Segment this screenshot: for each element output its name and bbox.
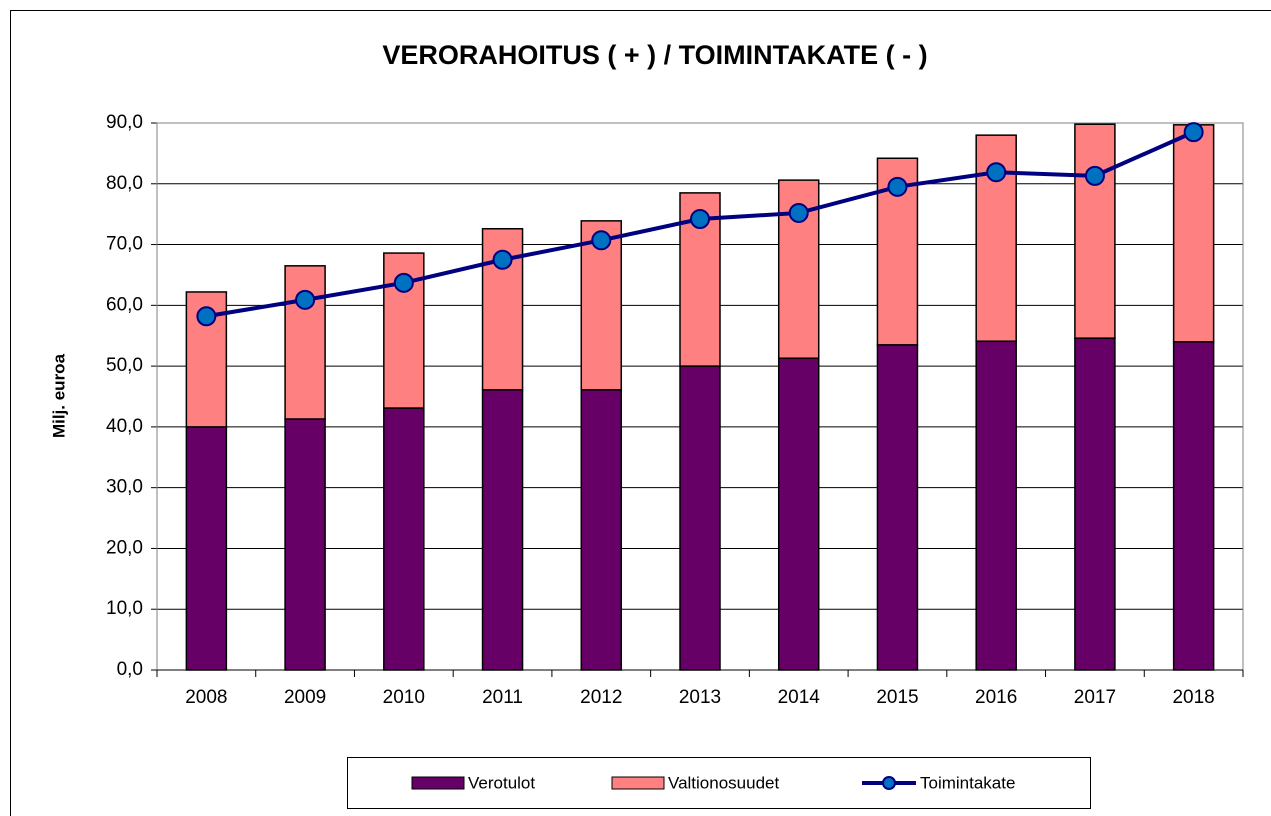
y-tick-label: 50,0 — [106, 355, 143, 376]
bar — [975, 340, 1017, 671]
y-tick-label: 70,0 — [106, 234, 143, 255]
bar — [1074, 337, 1116, 671]
bar — [679, 365, 721, 671]
line-marker — [196, 306, 217, 327]
x-tick-label: 2012 — [580, 687, 622, 708]
bar — [185, 426, 228, 671]
x-tick-label: 2013 — [679, 687, 721, 708]
legend-label: Verotulot — [468, 773, 535, 792]
y-tick-label: 80,0 — [106, 173, 143, 194]
legend-swatch — [411, 776, 465, 790]
line-marker — [690, 209, 710, 230]
x-tick-label: 2016 — [975, 687, 1017, 708]
y-tick-label: 0,0 — [117, 659, 143, 680]
y-tick-label: 60,0 — [106, 294, 143, 315]
line-marker — [1084, 165, 1105, 186]
x-tick-label: 2014 — [778, 687, 821, 708]
line-marker — [393, 272, 414, 293]
line-marker — [591, 230, 612, 251]
x-tick-label: 2008 — [185, 687, 227, 708]
bar — [876, 344, 919, 671]
bar — [1172, 124, 1215, 343]
bar — [481, 389, 524, 671]
line-marker — [295, 289, 316, 310]
legend-swatch — [611, 776, 665, 790]
bar — [777, 357, 820, 671]
y-tick-label: 40,0 — [106, 416, 143, 437]
legend-box — [347, 757, 1091, 809]
x-tick-label: 2009 — [284, 687, 326, 708]
bar — [383, 407, 425, 671]
bar — [284, 265, 326, 420]
line-marker — [887, 176, 908, 197]
y-tick-label: 20,0 — [106, 537, 143, 558]
x-tick-label: 2011 — [482, 687, 523, 708]
line-marker — [788, 202, 809, 223]
bar — [1074, 123, 1116, 339]
legend-marker — [882, 776, 896, 790]
bar — [284, 418, 326, 671]
x-tick-label: 2017 — [1074, 687, 1116, 708]
x-tick-label: 2015 — [876, 687, 918, 708]
line-marker — [1183, 122, 1204, 143]
x-tick-label: 2018 — [1172, 687, 1214, 708]
bar — [580, 389, 623, 671]
line-marker — [986, 162, 1007, 183]
bar — [1172, 341, 1215, 671]
y-tick-label: 30,0 — [106, 477, 143, 498]
legend-label: Toimintakate — [920, 773, 1015, 792]
y-tick-label: 10,0 — [106, 598, 143, 619]
line-marker — [492, 249, 513, 270]
chart-title: VERORAHOITUS ( + ) / TOIMINTAKATE ( - ) — [382, 40, 927, 70]
y-axis-label: Milj. euroa — [49, 353, 68, 438]
x-tick-label: 2010 — [383, 687, 425, 708]
legend-label: Valtionosuudet — [668, 773, 779, 792]
y-tick-label: 90,0 — [106, 112, 143, 133]
